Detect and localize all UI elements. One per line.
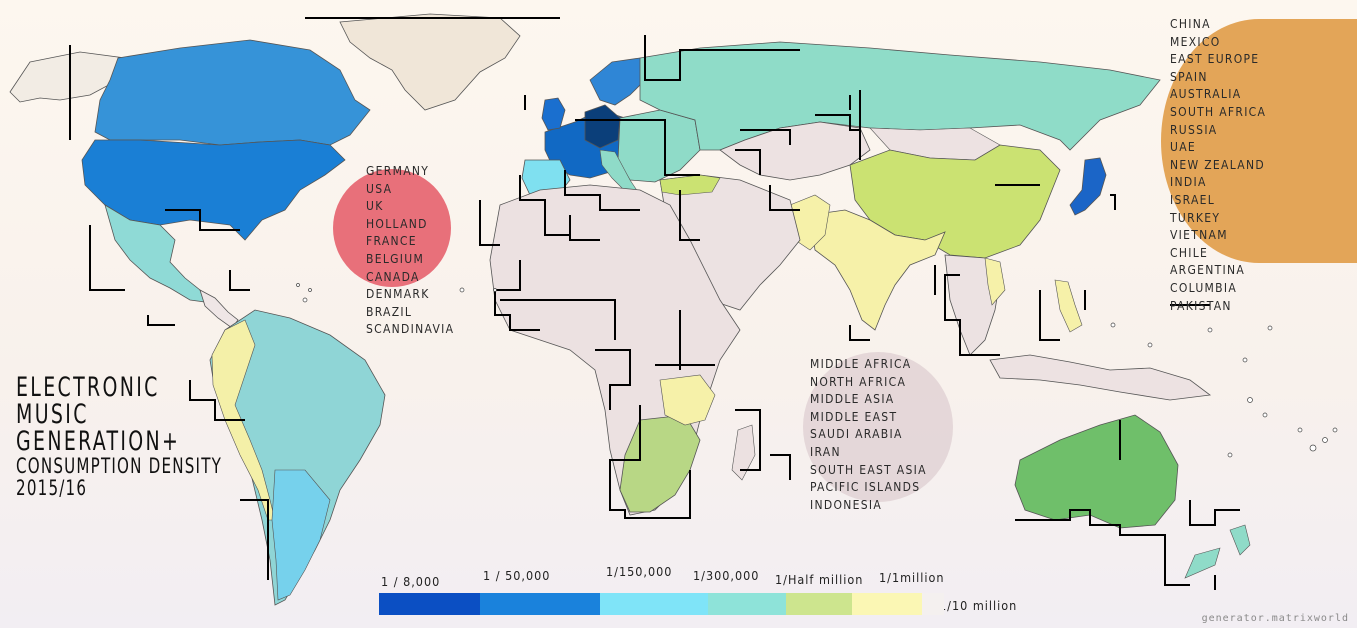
philippines-region	[1054, 279, 1083, 333]
list-item: MIDDLE EAST	[810, 409, 898, 424]
list-item: AUSTRALIA	[1170, 87, 1242, 102]
island-dots	[296, 283, 1338, 458]
list-item: CHINA	[1170, 17, 1211, 31]
title-line: GENERATION+	[16, 426, 181, 457]
legend-label: 1 / 8,000	[381, 574, 441, 589]
list-item: ISRAEL	[1170, 192, 1216, 207]
list-item: MIDDLE ASIA	[810, 392, 895, 407]
list-item: ARGENTINA	[1170, 263, 1246, 278]
list-item: TURKEY	[1170, 210, 1221, 225]
list-item: NORTH AFRICA	[810, 374, 907, 389]
subtitle-line: CONSUMPTION DENSITY	[16, 454, 223, 478]
vietnam-region	[984, 257, 1006, 306]
legend: 1 / 8,000 1 / 50,000 1/150,000 1/300,000…	[379, 564, 1019, 624]
legend-label: 1/1million	[879, 570, 945, 585]
legend-label: 1/300,000	[693, 568, 760, 583]
list-item: SOUTH AFRICA	[1170, 104, 1267, 119]
list-item: RUSSIA	[1170, 122, 1218, 137]
madagascar-region	[731, 424, 756, 481]
tier-mid-circle	[1161, 19, 1357, 263]
alaska-region	[9, 51, 126, 103]
list-item: MIDDLE AFRICA	[810, 357, 912, 371]
list-item: SAUDI ARABIA	[810, 427, 903, 442]
legend-swatch	[379, 593, 480, 615]
legend-label: 1 / 50,000	[483, 568, 551, 583]
list-item: DENMARK	[366, 287, 430, 302]
legend-swatch	[600, 593, 708, 615]
central-america-region	[199, 289, 239, 329]
list-item: USA	[366, 181, 393, 196]
uk-region	[541, 97, 566, 131]
list-item: UAE	[1170, 140, 1197, 155]
tier-mid-list: CHINA MEXICO EAST EUROPE SPAIN AUSTRALIA…	[1170, 16, 1266, 315]
canada-region	[94, 39, 371, 146]
legend-swatch	[852, 593, 922, 615]
list-item: SPAIN	[1170, 69, 1208, 84]
argentina-region	[271, 469, 331, 601]
legend-label: 1/Half million	[775, 572, 864, 587]
list-item: BRAZIL	[366, 304, 413, 319]
list-item: PACIFIC ISLANDS	[810, 480, 921, 495]
list-item: INDIA	[1170, 175, 1207, 190]
japan-region	[1069, 157, 1107, 216]
legend-swatch	[480, 593, 600, 615]
list-item: MEXICO	[1170, 34, 1221, 49]
australia-region	[1014, 414, 1179, 529]
turkey-region	[659, 174, 721, 196]
list-item: INDONESIA	[810, 497, 883, 512]
east-africa-region	[659, 374, 716, 426]
new-zealand-region	[1184, 524, 1251, 579]
legend-swatch	[922, 593, 944, 615]
list-item: BELGIUM	[366, 251, 425, 266]
list-item: IRAN	[810, 444, 841, 459]
indonesia-region	[989, 354, 1212, 401]
credit-text: generator.matrixworld	[1201, 613, 1349, 624]
list-item: GERMANY	[366, 164, 430, 178]
list-item: CHILE	[1170, 245, 1209, 260]
tier-low-list: MIDDLE AFRICA NORTH AFRICA MIDDLE ASIA M…	[810, 356, 927, 514]
title-line: MUSIC	[16, 399, 89, 430]
frame-lines	[69, 17, 1240, 590]
list-item: SOUTH EAST ASIA	[810, 462, 927, 477]
tier-low-circle	[803, 352, 953, 502]
list-item: CANADA	[366, 269, 420, 284]
legend-swatch	[786, 593, 852, 615]
list-item: UK	[366, 199, 384, 214]
list-item: PAKISTAN	[1170, 298, 1232, 313]
legend-label: 1/10 million	[939, 598, 1018, 613]
year-line: 2015/16	[16, 476, 88, 500]
title-line: ELECTRONIC	[16, 372, 160, 403]
list-item: SCANDINAVIA	[366, 322, 455, 337]
tier-high-list: GERMANY USA UK HOLLAND FRANCE BELGIUM CA…	[366, 163, 454, 339]
india-region	[809, 209, 946, 331]
list-item: VIETNAM	[1170, 228, 1228, 243]
list-item: NEW ZEALAND	[1170, 157, 1265, 172]
greenland-region	[339, 13, 521, 111]
germany-region	[584, 104, 621, 149]
list-item: EAST EUROPE	[1170, 52, 1260, 67]
map-title: ELECTRONIC MUSIC GENERATION+ CONSUMPTION…	[16, 374, 274, 499]
legend-label: 1/150,000	[606, 564, 673, 579]
tier-high-circle	[333, 169, 451, 287]
list-item: HOLLAND	[366, 216, 428, 231]
russia-region	[639, 41, 1161, 151]
list-item: COLUMBIA	[1170, 280, 1238, 295]
legend-swatch	[708, 593, 786, 615]
list-item: FRANCE	[366, 234, 417, 249]
